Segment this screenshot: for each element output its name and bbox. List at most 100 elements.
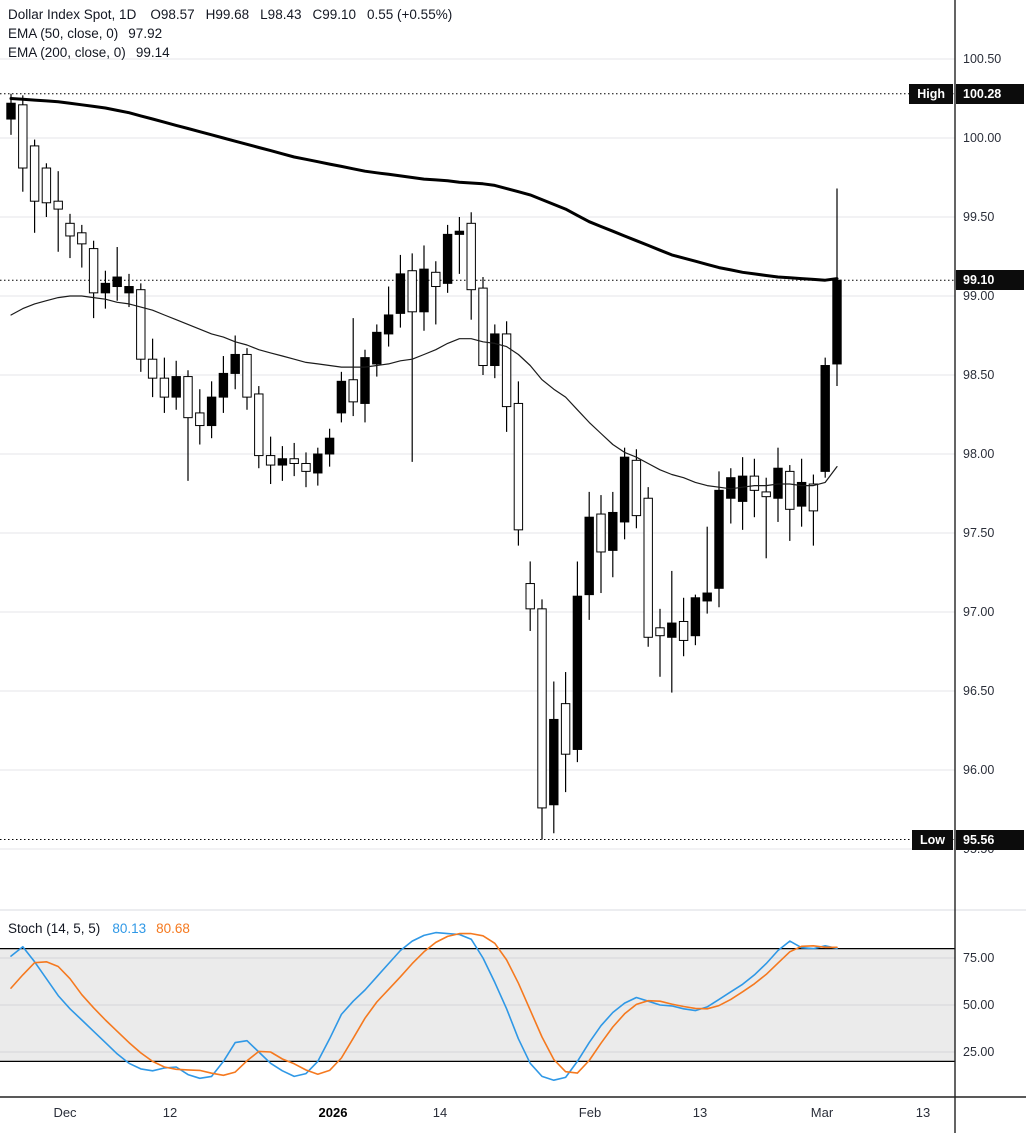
price-axis-label: 96.00: [963, 763, 995, 777]
ohlc-high: H99.68: [205, 7, 250, 22]
candle: [466, 222, 476, 291]
price-axis-label: 100.00: [963, 131, 1002, 145]
candle: [277, 458, 288, 466]
candle: [737, 475, 748, 502]
candle: [442, 233, 453, 284]
low-value-badge: 95.56: [956, 829, 1024, 850]
candle: [608, 511, 618, 551]
candle: [183, 376, 193, 419]
ema50-legend-row[interactable]: EMA (50, close, 0) 97.92: [8, 24, 452, 43]
candle: [808, 483, 819, 512]
time-axis-label: Mar: [810, 1105, 834, 1120]
candle: [490, 333, 500, 367]
candle: [159, 377, 170, 398]
candle: [230, 353, 240, 374]
candle: [631, 459, 642, 517]
candle: [407, 270, 417, 313]
candle: [537, 608, 547, 809]
candle: [124, 286, 134, 294]
candle: [195, 412, 205, 427]
price-axis-label: 96.50: [963, 684, 995, 698]
candle: [478, 287, 488, 367]
candle: [289, 458, 299, 464]
candle: [100, 282, 111, 294]
symbol-title: Dollar Index Spot, 1D: [8, 7, 137, 22]
candle: [560, 703, 571, 755]
candle: [206, 396, 217, 427]
candle: [773, 467, 783, 499]
time-axis-label: 14: [432, 1105, 448, 1120]
candle: [336, 380, 347, 414]
candle: [419, 268, 429, 313]
candle: [572, 595, 583, 750]
candle: [655, 627, 665, 637]
candle: [29, 145, 40, 202]
stoch-k-value: 80.13: [112, 921, 147, 936]
candle: [171, 376, 181, 398]
candle: [832, 279, 842, 365]
ohlc-low: L98.43: [260, 7, 302, 22]
time-axis-label: Dec: [53, 1105, 77, 1120]
candle: [785, 470, 795, 510]
candle: [584, 516, 594, 596]
ema200-label: EMA (200, close, 0): [8, 45, 126, 60]
candle: [324, 437, 335, 455]
ema-200-line: [9, 97, 839, 282]
candle: [254, 393, 264, 457]
ema200-legend-row[interactable]: EMA (200, close, 0) 99.14: [8, 43, 452, 62]
candle: [53, 200, 63, 210]
price-axis-label: 98.50: [963, 368, 995, 382]
candle: [77, 232, 87, 245]
candle: [383, 314, 394, 335]
stoch-d-line: [10, 932, 838, 1077]
candle: [395, 273, 406, 314]
ohlc-change: 0.55 (+0.55%): [367, 7, 453, 22]
last-price-badge: 99.10: [956, 270, 1024, 291]
price-axis-label: 100.50: [963, 52, 1002, 66]
candle: [596, 513, 606, 553]
candle: [218, 372, 229, 398]
candle: [18, 104, 28, 169]
candle: [431, 271, 441, 288]
time-axis-label: Feb: [578, 1105, 602, 1120]
candle: [820, 365, 830, 472]
price-axis-label: 99.00: [963, 289, 995, 303]
stoch-label: Stoch (14, 5, 5): [8, 921, 101, 936]
time-axis-label: 12: [162, 1105, 178, 1120]
stoch-d-value: 80.68: [156, 921, 190, 936]
candle: [372, 331, 382, 365]
stoch-axis-label: 25.00: [963, 1045, 995, 1059]
candle: [525, 583, 535, 610]
candle: [147, 358, 158, 379]
low-tag-badge: Low: [912, 829, 953, 850]
price-axis-label: 98.00: [963, 447, 995, 461]
candle: [643, 497, 653, 638]
price-axis-label: 97.00: [963, 605, 995, 619]
stoch-k-line: [10, 931, 838, 1081]
candle: [112, 276, 122, 288]
symbol-ohlc-row[interactable]: Dollar Index Spot, 1D O98.57 H99.68 L98.43 C…: [8, 5, 452, 24]
main-legend: Dollar Index Spot, 1D O98.57 H99.68 L98.43 C…: [8, 5, 452, 62]
high-value-badge: 100.28: [956, 83, 1024, 104]
ema200-value: 99.14: [135, 45, 170, 60]
candle: [501, 333, 512, 408]
candle: [41, 167, 52, 204]
candle: [714, 489, 724, 589]
price-axis-label: 97.50: [963, 526, 995, 540]
candle: [265, 455, 276, 466]
time-axis-label: 13: [692, 1105, 708, 1120]
candle: [796, 481, 807, 507]
ema-50-line: [10, 295, 838, 490]
high-tag-badge: High: [909, 83, 953, 104]
candle: [348, 379, 358, 403]
stoch-axis-label: 50.00: [963, 998, 995, 1012]
candle: [749, 475, 760, 491]
stoch-legend-row[interactable]: Stoch (14, 5, 5) 80.13 80.68: [8, 919, 190, 938]
candle: [454, 230, 465, 235]
time-axis-label: 13: [915, 1105, 931, 1120]
candle: [88, 248, 99, 294]
candle: [136, 289, 146, 360]
ema50-label: EMA (50, close, 0): [8, 26, 119, 41]
candle: [65, 222, 75, 237]
